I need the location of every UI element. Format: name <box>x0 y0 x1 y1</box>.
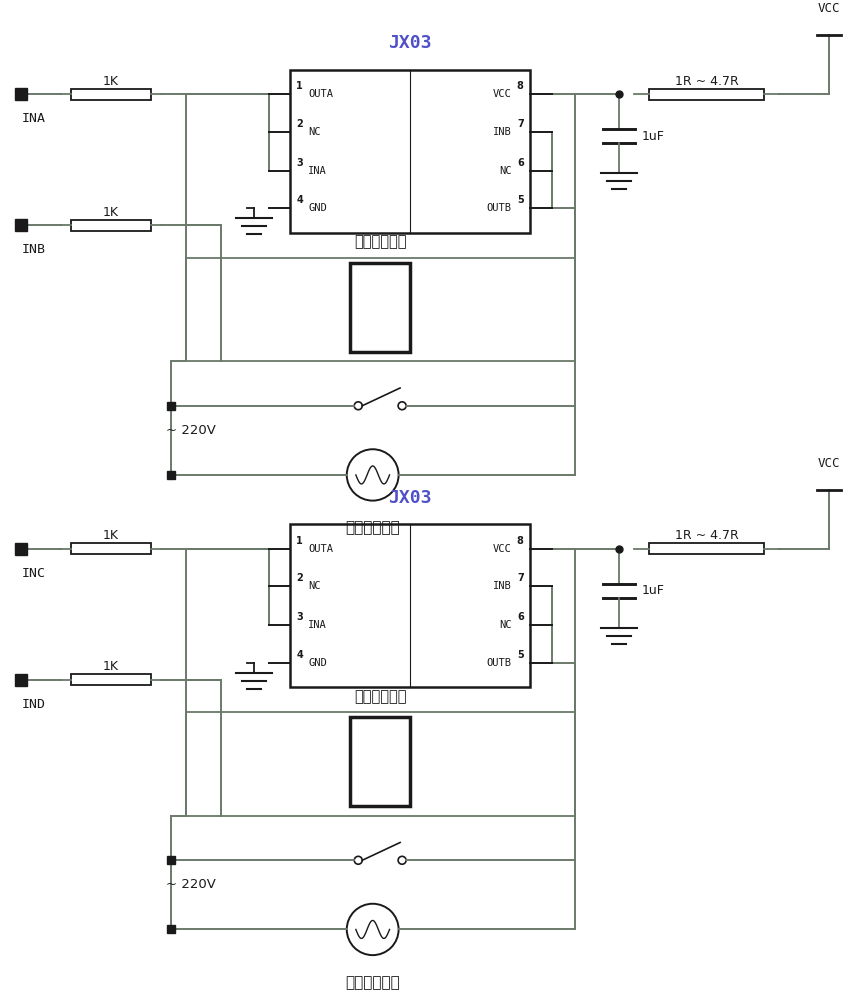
Text: 8: 8 <box>517 81 523 91</box>
Text: GND: GND <box>308 203 327 213</box>
Text: 1R ~ 4.7R: 1R ~ 4.7R <box>674 75 738 88</box>
Bar <box>290 70 529 233</box>
Text: JX03: JX03 <box>387 34 431 52</box>
Text: 1K: 1K <box>103 206 119 219</box>
Text: NC: NC <box>499 166 511 176</box>
Text: VCC: VCC <box>492 544 511 554</box>
Text: 6: 6 <box>517 612 523 622</box>
Text: NC: NC <box>308 127 320 137</box>
Text: 1R ~ 4.7R: 1R ~ 4.7R <box>674 529 738 542</box>
Text: 5: 5 <box>517 650 523 660</box>
Text: 1K: 1K <box>103 75 119 88</box>
Text: VCC: VCC <box>492 89 511 99</box>
Text: 第一加热元件: 第一加热元件 <box>345 520 400 535</box>
Text: NC: NC <box>308 581 320 591</box>
Bar <box>71 220 151 231</box>
Text: IND: IND <box>22 698 46 711</box>
Text: OUTA: OUTA <box>308 544 333 554</box>
Text: ~ 220V: ~ 220V <box>165 878 215 891</box>
Text: INB: INB <box>492 581 511 591</box>
Text: 7: 7 <box>517 573 523 583</box>
Text: 1: 1 <box>296 81 303 91</box>
Text: INA: INA <box>308 620 327 630</box>
Text: INB: INB <box>22 243 46 256</box>
Text: 4: 4 <box>296 650 303 660</box>
Text: 磁保持继电器: 磁保持继电器 <box>354 235 406 250</box>
Bar <box>648 89 764 100</box>
Bar <box>71 89 151 100</box>
Bar <box>186 258 574 361</box>
Text: INB: INB <box>492 127 511 137</box>
Bar <box>71 674 151 685</box>
Text: 1K: 1K <box>103 529 119 542</box>
Text: 1uF: 1uF <box>641 130 664 143</box>
Text: VCC: VCC <box>816 2 839 15</box>
Text: 第二加热元件: 第二加热元件 <box>345 975 400 990</box>
Text: JX03: JX03 <box>387 489 431 507</box>
Text: 1uF: 1uF <box>641 584 664 597</box>
Text: 3: 3 <box>296 612 303 622</box>
Text: 1K: 1K <box>103 660 119 673</box>
Text: GND: GND <box>308 658 327 668</box>
Text: ~ 220V: ~ 220V <box>165 424 215 437</box>
Text: 磁保持继电器: 磁保持继电器 <box>354 689 406 704</box>
Text: 4: 4 <box>296 195 303 205</box>
Bar <box>186 712 574 816</box>
Text: 2: 2 <box>296 573 303 583</box>
Text: 2: 2 <box>296 119 303 129</box>
Text: OUTA: OUTA <box>308 89 333 99</box>
Bar <box>350 263 410 352</box>
Bar <box>648 543 764 554</box>
Text: VCC: VCC <box>816 457 839 470</box>
Text: 8: 8 <box>517 536 523 546</box>
Bar <box>71 543 151 554</box>
Text: INC: INC <box>22 567 46 580</box>
Text: INA: INA <box>308 166 327 176</box>
Text: 7: 7 <box>517 119 523 129</box>
Text: 6: 6 <box>517 158 523 168</box>
Bar <box>350 717 410 806</box>
Text: INA: INA <box>22 112 46 125</box>
Text: 5: 5 <box>517 195 523 205</box>
Text: 3: 3 <box>296 158 303 168</box>
Text: OUTB: OUTB <box>486 658 511 668</box>
Bar <box>290 524 529 687</box>
Text: OUTB: OUTB <box>486 203 511 213</box>
Text: NC: NC <box>499 620 511 630</box>
Text: 1: 1 <box>296 536 303 546</box>
